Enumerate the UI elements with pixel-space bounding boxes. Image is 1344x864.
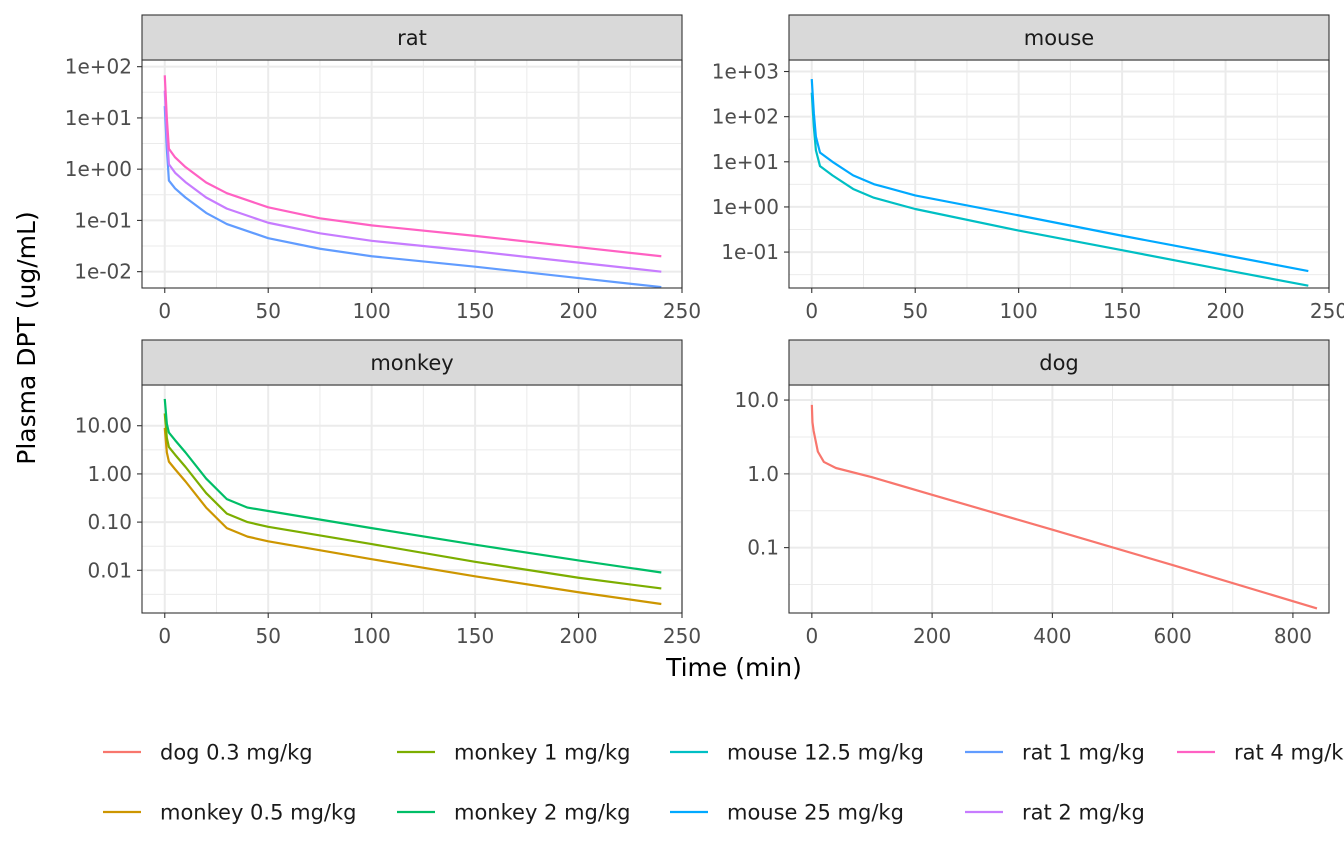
x-tick-label: 0 xyxy=(158,624,171,648)
legend-label: monkey 1 mg/kg xyxy=(454,741,630,765)
x-tick-label: 100 xyxy=(353,624,391,648)
y-tick-label: 1e-02 xyxy=(74,260,132,284)
panel-mouse: mouse 0 50 100 150 200 250 1e-01 1e+00 1e+01 1e+02… xyxy=(712,14,1344,323)
series-line xyxy=(163,75,662,258)
panel-background xyxy=(142,385,682,613)
x-tick-label: 150 xyxy=(456,624,494,648)
legend-item: monkey 0.5 mg/kg xyxy=(103,801,356,825)
facet-strip-label: mouse xyxy=(1024,26,1094,50)
series-line xyxy=(163,413,662,590)
legend-item: mouse 12.5 mg/kg xyxy=(670,741,924,765)
y-tick-label: 1e+00 xyxy=(712,195,779,219)
legend-item: monkey 2 mg/kg xyxy=(397,801,630,825)
y-tick-label: 1e+01 xyxy=(65,106,132,130)
legend-label: rat 2 mg/kg xyxy=(1022,801,1145,825)
facet-strip xyxy=(788,339,1330,386)
y-tick-label: 10.00 xyxy=(75,414,132,438)
x-tick-label: 50 xyxy=(255,624,280,648)
legend-item: rat 4 mg/kg xyxy=(1177,741,1344,765)
series-line xyxy=(163,427,662,606)
panel-monkey: monkey 0 50 100 150 200 250 0.01 0.10 1.00 10.00 xyxy=(75,339,701,648)
x-tick-label: 50 xyxy=(255,299,280,323)
y-tick-label: 1e+02 xyxy=(65,55,132,79)
facet-strip xyxy=(141,339,683,386)
x-tick-label: 250 xyxy=(663,299,701,323)
x-tick-label: 150 xyxy=(1103,299,1141,323)
x-tick-label: 250 xyxy=(1310,299,1344,323)
legend-label: dog 0.3 mg/kg xyxy=(160,741,313,765)
y-tick-label: 10.0 xyxy=(734,388,779,412)
panel-background xyxy=(789,385,1329,613)
x-tick-label: 800 xyxy=(1274,624,1312,648)
x-tick-label: 0 xyxy=(158,299,171,323)
legend-label: monkey 2 mg/kg xyxy=(454,801,630,825)
x-tick-label: 200 xyxy=(559,624,597,648)
series-line xyxy=(810,404,1318,610)
panel-background xyxy=(142,60,682,288)
facet-strip-label: monkey xyxy=(370,351,453,375)
x-tick-label: 150 xyxy=(456,299,494,323)
series-line xyxy=(810,92,1309,287)
y-tick-label: 0.01 xyxy=(87,558,132,582)
y-tick-label: 1e-01 xyxy=(74,208,132,232)
legend-item: mouse 25 mg/kg xyxy=(670,801,904,825)
legend-item: monkey 1 mg/kg xyxy=(397,741,630,765)
legend-label: rat 4 mg/kg xyxy=(1234,741,1344,765)
x-tick-label: 400 xyxy=(1033,624,1071,648)
x-tick-label: 200 xyxy=(1206,299,1244,323)
series-line xyxy=(163,398,662,574)
y-tick-label: 1e+00 xyxy=(65,157,132,181)
y-tick-label: 1e-01 xyxy=(721,240,779,264)
y-tick-label: 0.10 xyxy=(87,510,132,534)
x-tick-label: 100 xyxy=(353,299,391,323)
x-tick-label: 200 xyxy=(913,624,951,648)
y-tick-label: 1e+02 xyxy=(712,105,779,129)
facet-strip-label: rat xyxy=(397,26,427,50)
panel-dog: dog 0 200 400 600 800 0.1 1.0 10.0 xyxy=(734,339,1330,648)
panel-background xyxy=(789,60,1329,288)
facet-strip xyxy=(788,14,1330,61)
facet-strip-label: dog xyxy=(1039,351,1079,375)
y-tick-label: 1.00 xyxy=(87,462,132,486)
series-line xyxy=(163,90,662,273)
x-tick-label: 50 xyxy=(902,299,927,323)
legend: dog 0.3 mg/kg monkey 1 mg/kg mouse 12.5 mg… xyxy=(103,741,1344,825)
y-tick-label: 1e+01 xyxy=(712,150,779,174)
legend-item: rat 1 mg/kg xyxy=(965,741,1145,765)
legend-item: dog 0.3 mg/kg xyxy=(103,741,313,765)
panel-rat: rat 0 50 100 150 200 250 1e-02 1e-01 1e+00 1e+01 1e… xyxy=(65,14,701,323)
legend-label: monkey 0.5 mg/kg xyxy=(160,801,356,825)
x-tick-label: 0 xyxy=(805,624,818,648)
x-tick-label: 600 xyxy=(1154,624,1192,648)
x-tick-label: 250 xyxy=(663,624,701,648)
y-axis-title: Plasma DPT (ug/mL) xyxy=(12,211,41,464)
legend-label: rat 1 mg/kg xyxy=(1022,741,1145,765)
legend-label: mouse 12.5 mg/kg xyxy=(727,741,924,765)
y-tick-label: 1.0 xyxy=(747,462,779,486)
series-line xyxy=(810,79,1309,273)
y-tick-label: 0.1 xyxy=(747,536,779,560)
x-tick-label: 100 xyxy=(1000,299,1038,323)
facet-strip xyxy=(141,14,683,61)
x-tick-label: 0 xyxy=(805,299,818,323)
x-tick-label: 200 xyxy=(559,299,597,323)
legend-item: rat 2 mg/kg xyxy=(965,801,1145,825)
legend-label: mouse 25 mg/kg xyxy=(727,801,904,825)
series-line xyxy=(163,106,662,289)
y-tick-label: 1e+03 xyxy=(712,60,779,84)
x-axis-title: Time (min) xyxy=(665,653,802,682)
